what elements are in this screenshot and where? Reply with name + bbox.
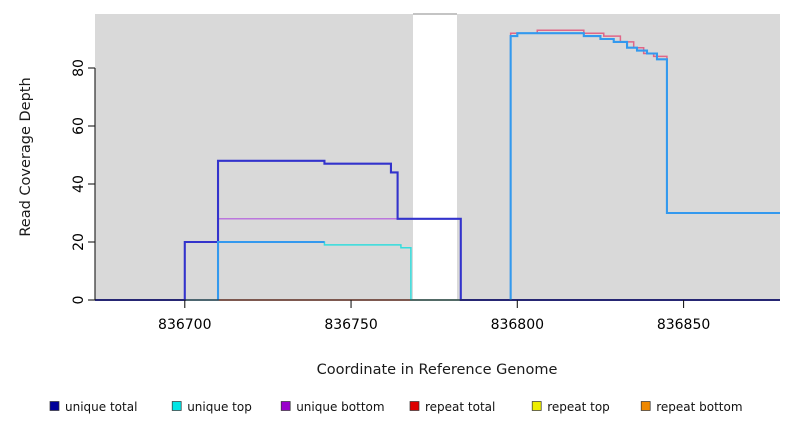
legend-label-unique-top: unique top: [187, 400, 252, 414]
y-tick-label: 80: [71, 59, 87, 77]
chart-legend: unique total unique top unique bottom repea…: [49, 400, 743, 414]
legend-swatch-unique-total: [49, 401, 60, 411]
legend-label-repeat-bottom: repeat bottom: [656, 400, 742, 414]
legend-swatch-unique-top: [171, 401, 182, 411]
x-tick-label: 836700: [158, 317, 211, 333]
legend-label-unique-total: unique total: [65, 400, 137, 414]
legend-label-repeat-top: repeat top: [547, 400, 610, 414]
y-tick-label: 0: [71, 296, 87, 305]
legend-label-repeat-total: repeat total: [425, 400, 495, 414]
x-tick-label: 836850: [657, 317, 710, 333]
series-line-repeat-coverage-trace: [509, 32, 780, 300]
legend-label-unique-bottom: unique bottom: [296, 400, 384, 414]
x-tick-label: 836750: [324, 317, 377, 333]
y-tick-label: 40: [71, 175, 87, 193]
y-axis-title: Read Coverage Depth: [18, 77, 34, 236]
legend-swatch-unique-bottom: [280, 401, 291, 411]
legend-swatch-repeat-total: [409, 401, 420, 411]
series-line-unique-total: [95, 159, 780, 302]
y-tick-label: 60: [71, 117, 87, 135]
x-axis-title: Coordinate in Reference Genome: [317, 362, 558, 378]
series-riser-unique-top: [216, 240, 325, 300]
legend-swatch-repeat-top: [531, 401, 542, 411]
legend-swatch-repeat-bottom: [640, 401, 651, 411]
plot-gap-region: [413, 14, 457, 300]
x-tick-label: 836800: [491, 317, 544, 333]
x-axis-ticks: 836700 836750 836800 836850: [158, 300, 710, 333]
y-axis-ticks: 0 20 40 60 80: [71, 59, 95, 304]
y-tick-label: 20: [71, 233, 87, 251]
